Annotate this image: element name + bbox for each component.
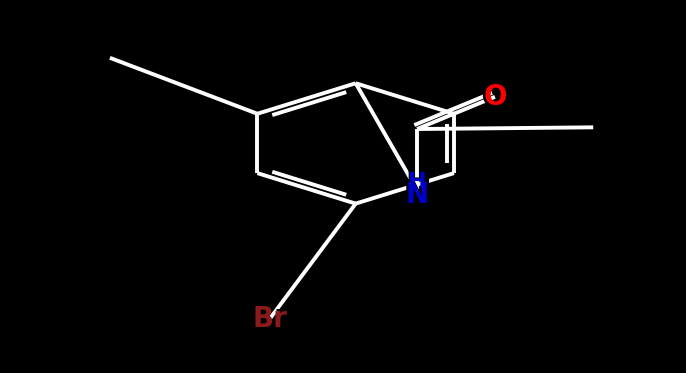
Text: Br: Br (252, 305, 287, 333)
Text: O: O (480, 80, 510, 114)
Text: N: N (403, 178, 431, 212)
Text: N: N (405, 181, 429, 209)
Text: H: H (408, 172, 427, 192)
Text: Br: Br (248, 302, 292, 336)
Text: O: O (483, 83, 507, 111)
Text: H: H (405, 168, 429, 196)
